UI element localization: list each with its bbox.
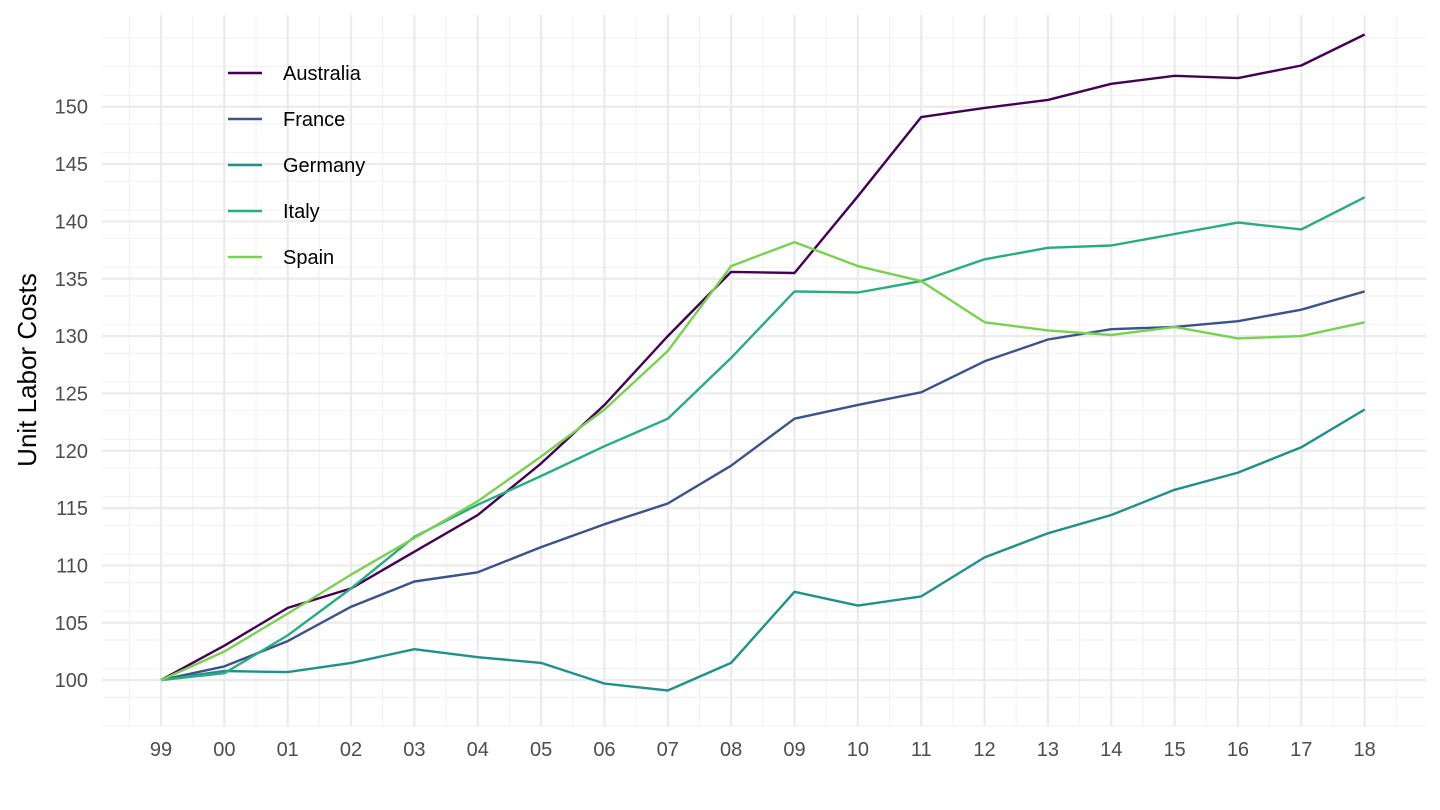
series-line-germany <box>160 408 1366 692</box>
y-tick-label: 135 <box>55 269 88 291</box>
y-axis-title: Unit Labor Costs <box>12 273 42 467</box>
x-tick-label: 11 <box>911 739 932 761</box>
y-axis-tick-labels: 100 105 110 115 120 125 130 135 140 145 150 <box>55 97 88 692</box>
x-tick-label: 10 <box>847 739 869 761</box>
legend: Australia France Germany Italy Spain <box>228 63 365 269</box>
x-tick-label: 04 <box>467 739 489 761</box>
legend-label-australia: Australia <box>283 63 362 85</box>
x-tick-label: 14 <box>1100 739 1122 761</box>
y-tick-label: 110 <box>56 555 88 577</box>
y-tick-label: 145 <box>55 154 88 176</box>
grid-lines <box>102 15 1426 727</box>
x-tick-label: 17 <box>1290 739 1312 761</box>
x-tick-label: 05 <box>530 739 552 761</box>
x-tick-label: 01 <box>277 739 299 761</box>
y-tick-label: 105 <box>55 613 88 635</box>
x-tick-label: 07 <box>657 739 679 761</box>
x-tick-label: 15 <box>1163 739 1185 761</box>
y-tick-label: 125 <box>55 383 88 405</box>
x-tick-label: 99 <box>150 739 172 761</box>
y-tick-label: 130 <box>55 326 88 348</box>
legend-label-spain: Spain <box>283 247 334 269</box>
legend-label-france: France <box>283 109 345 131</box>
x-tick-label: 13 <box>1037 739 1059 761</box>
series-line-spain <box>160 240 1365 682</box>
x-tick-label: 08 <box>720 739 742 761</box>
y-tick-label: 120 <box>55 441 88 463</box>
x-tick-label: 12 <box>973 739 995 761</box>
x-tick-label: 03 <box>403 739 425 761</box>
x-axis-tick-labels: 99 00 01 02 03 04 05 06 07 08 09 10 11 12 13 14 15 16 17 18 <box>150 739 1376 761</box>
x-tick-label: 00 <box>213 739 235 761</box>
series-lines <box>160 33 1366 692</box>
y-tick-label: 150 <box>55 97 88 119</box>
y-tick-label: 100 <box>55 670 88 692</box>
x-tick-label: 16 <box>1227 739 1249 761</box>
y-tick-label: 140 <box>55 211 88 233</box>
x-tick-label: 02 <box>340 739 362 761</box>
x-tick-label: 18 <box>1354 739 1376 761</box>
x-tick-label: 06 <box>593 739 615 761</box>
x-tick-label: 09 <box>783 739 805 761</box>
series-line-australia <box>160 33 1366 682</box>
legend-label-germany: Germany <box>283 155 365 177</box>
y-tick-label: 115 <box>56 498 88 520</box>
legend-label-italy: Italy <box>283 201 320 223</box>
series-line-italy <box>160 196 1366 682</box>
